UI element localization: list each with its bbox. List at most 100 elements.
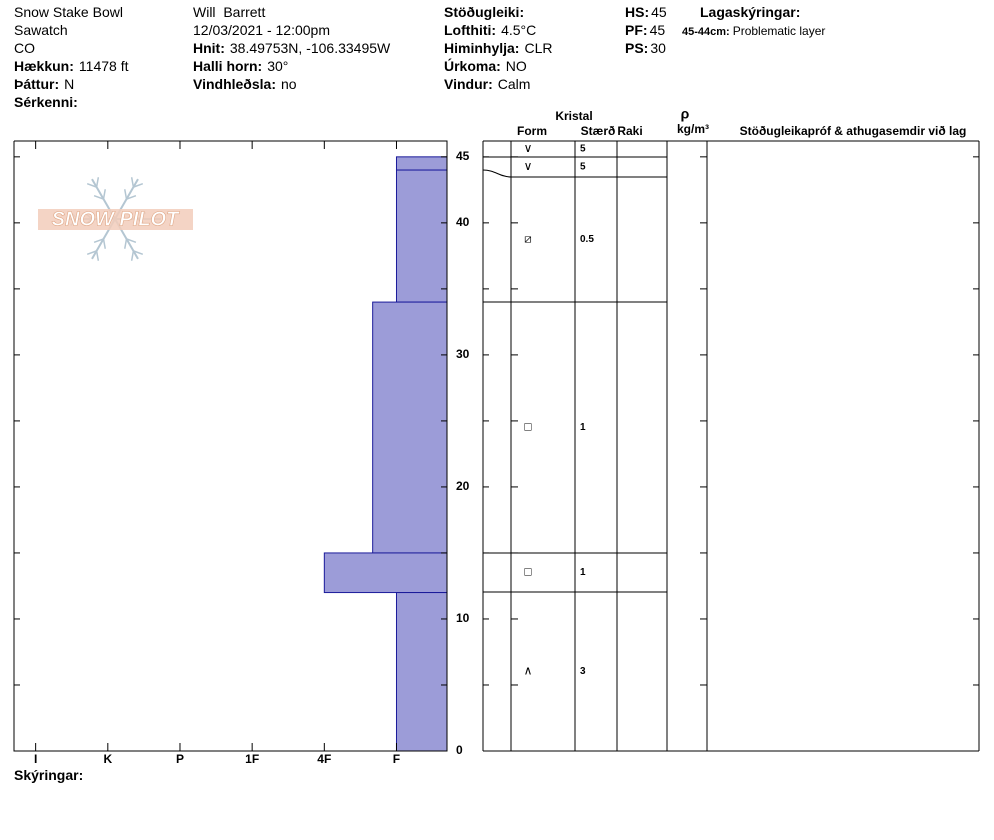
crystal-size: 1 <box>580 422 586 433</box>
field-value: 38.49753N, -106.33495W <box>229 40 391 56</box>
header-field: 12/03/2021 - 12:00pm <box>193 21 330 39</box>
x-tick-label: K <box>103 752 112 766</box>
snowflake-branch <box>95 177 100 188</box>
snowflake-branch <box>126 238 137 244</box>
crystal-size: 5 <box>580 144 586 155</box>
snowflake-branch <box>124 189 128 200</box>
crystal-form: □ <box>524 420 531 434</box>
field-value: no <box>280 76 297 92</box>
header-field: Vindhleðsla: no <box>193 75 297 93</box>
field-value: 45 <box>649 22 666 38</box>
hardness-bar <box>395 592 448 752</box>
crystal-size: 3 <box>580 666 586 677</box>
field-value: Snow Stake Bowl <box>14 4 123 20</box>
watermark-band <box>38 209 193 230</box>
snowflake-branch <box>133 250 144 255</box>
field-value: Calm <box>497 76 531 92</box>
watermark-logo: SNOW PILOT <box>38 177 193 261</box>
y-tick-label: 30 <box>456 347 470 361</box>
table-header: Raki <box>617 124 642 138</box>
field-value: NO <box>505 58 527 74</box>
field-label: Himinhylja: <box>444 40 520 56</box>
x-tick-label: 1F <box>245 752 259 766</box>
header-field: CO <box>14 39 35 57</box>
field-value: Will Barrett <box>193 4 266 20</box>
legend-value: Problematic layer <box>732 24 826 38</box>
hardness-bar <box>323 552 448 594</box>
header-field: Sawatch <box>14 21 68 39</box>
hardness-bar <box>395 156 448 171</box>
table-header: ρ <box>681 106 690 122</box>
header-field: Sérkenni: <box>14 93 83 111</box>
field-value: CO <box>14 40 35 56</box>
field-label: Lofthiti: <box>444 22 497 38</box>
header-field: Þáttur: N <box>14 75 74 93</box>
header-field: Halli horn: 30° <box>193 57 288 75</box>
field-value: 12/03/2021 - 12:00pm <box>193 22 330 38</box>
field-label: PF: <box>625 22 648 38</box>
y-tick-label: 10 <box>456 611 470 625</box>
field-value: N <box>64 76 75 92</box>
layer-connector <box>482 169 512 178</box>
field-label: Vindhleðsla: <box>193 76 276 92</box>
field-label: Hnit: <box>193 40 225 56</box>
crystal-size: 0.5 <box>580 234 594 245</box>
x-tick-label: F <box>393 752 400 766</box>
field-value: 45 <box>651 4 667 20</box>
snowflake-branch <box>133 183 144 188</box>
field-label: Stöðugleiki: <box>444 4 525 20</box>
field-label: Þáttur: <box>14 76 60 92</box>
y-tick-label: 40 <box>456 215 470 229</box>
header-field: HS: 45 <box>625 3 667 21</box>
field-value: Sawatch <box>14 22 68 38</box>
legend-item: 45-44cm: Problematic layer <box>682 22 825 41</box>
crystal-form: ∨ <box>524 159 533 173</box>
snowflake-branch <box>102 238 106 249</box>
watermark-text: SNOW PILOT <box>52 208 180 230</box>
hardness-bar <box>372 301 448 554</box>
header-field: Himinhylja: CLR <box>444 39 552 57</box>
x-tick-label: P <box>176 752 184 766</box>
header-field: Hnit: 38.49753N, -106.33495W <box>193 39 390 57</box>
legend-title: Lagaskýringar: <box>700 4 801 20</box>
header-field: Snow Stake Bowl <box>14 3 123 21</box>
field-value: 4.5°C <box>501 22 537 38</box>
field-label: PS: <box>625 40 649 56</box>
table-header: Form <box>517 124 547 138</box>
header-field: Hækkun: 11478 ft <box>14 57 128 75</box>
footer: Skýringar: <box>14 767 84 783</box>
field-label: Vindur: <box>444 76 493 92</box>
snowflake-branch <box>130 250 135 261</box>
y-tick-label: 20 <box>456 479 470 493</box>
header-field: Will Barrett <box>193 3 265 21</box>
table-header: kg/m³ <box>677 122 709 136</box>
snowflake-branch <box>86 183 97 188</box>
field-label: Hækkun: <box>14 58 74 74</box>
y-tick-label: 45 <box>456 149 470 163</box>
header-field: PS: 30 <box>625 39 666 57</box>
snowflake-branch <box>93 238 104 244</box>
legend-label: 45-44cm: <box>682 26 730 38</box>
header-field: Úrkoma: NO <box>444 57 527 75</box>
x-tick-label: I <box>34 752 37 766</box>
snowflake-branch <box>95 250 100 261</box>
field-value: 30° <box>267 58 289 74</box>
field-value: 30 <box>650 40 666 56</box>
header-field: Lofthiti: 4.5°C <box>444 21 536 39</box>
snowflake-branch <box>124 238 128 249</box>
snowflake-branch <box>126 194 137 200</box>
field-label: HS: <box>625 4 650 20</box>
header-field: PF: 45 <box>625 21 665 39</box>
field-value: CLR <box>524 40 553 56</box>
crystal-form: □ <box>524 565 531 579</box>
field-value: 11478 ft <box>78 58 129 74</box>
snowflake-branch <box>86 250 97 255</box>
crystal-form: ∨ <box>524 141 533 155</box>
hardness-bar <box>395 169 448 303</box>
crystal-form: ∧ <box>524 664 533 678</box>
y-tick-label: 0 <box>456 743 463 757</box>
crystal-size: 1 <box>580 567 586 578</box>
field-label: Úrkoma: <box>444 58 501 74</box>
